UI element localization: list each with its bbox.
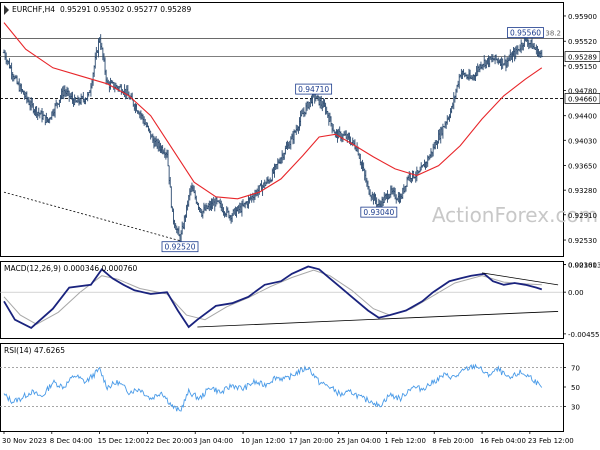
x-tick-label: 15 Dec 12:00	[98, 437, 145, 445]
x-tick-label: 16 Feb 04:00	[480, 437, 526, 445]
y-tick-label: 0.95900	[568, 13, 597, 21]
macd-signal-line	[3, 269, 542, 325]
x-tick-label: 30 Nov 2023	[2, 437, 47, 445]
annotation-label: 0.93040	[363, 208, 394, 217]
x-tick-label: 8 Dec 04:00	[50, 437, 93, 445]
price-panel: ActionForex.com 38.2 0.95560 0.94710 0.93040…	[0, 5, 600, 270]
y-tick-label: -0.00455	[568, 331, 599, 339]
price-annotation: 0.94710	[295, 83, 333, 95]
y-tick-label: 0.94400	[568, 113, 597, 121]
x-tick-label: 3 Jan 04:00	[193, 437, 233, 445]
y-tick-label: 0.92160	[568, 262, 597, 270]
macd-title: MACD(12,26,9) 0.000346 0.000760	[4, 264, 138, 273]
y-tick-label: 0.94030	[568, 137, 597, 145]
x-tick-label: 25 Jan 04:00	[337, 437, 381, 445]
chart-header: EURCHF,H4 0.95291 0.95302 0.95277 0.95289	[4, 5, 191, 15]
y-tick-label: 0.93650	[568, 163, 597, 171]
x-tick-label: 10 Jan 12:00	[241, 437, 285, 445]
rsi-panel-frame	[0, 343, 564, 432]
price-badge: 0.95289	[564, 51, 600, 62]
rsi-line	[3, 363, 543, 412]
moving-average-line	[3, 22, 543, 200]
macd-trend-line	[197, 311, 559, 328]
y-tick-label: 70	[571, 364, 580, 372]
header-symbol: EURCHF,H4	[12, 5, 55, 14]
x-tick-label: 1 Feb 12:00	[384, 437, 425, 445]
svg-text:0.94660: 0.94660	[568, 95, 597, 103]
annotation-label: 0.95560	[510, 29, 541, 38]
play-arrow-icon	[4, 5, 9, 15]
x-tick-label: 17 Jan 20:00	[289, 437, 333, 445]
price-trend-line	[3, 191, 181, 242]
macd-panel-frame	[0, 261, 564, 339]
price-bar	[540, 49, 543, 58]
rsi-title: RSI(14) 47.6265	[4, 346, 65, 355]
price-annotation: 0.93040	[360, 206, 398, 218]
x-tick-label: 8 Feb 20:00	[432, 437, 473, 445]
x-tick-label: 23 Feb 12:00	[528, 437, 574, 445]
x-axis: 30 Nov 2023 8 Dec 04:00 15 Dec 12:00 22 Dec…	[2, 431, 574, 445]
y-tick-label: 0.95520	[568, 38, 597, 46]
y-tick-label: 0.00	[568, 289, 584, 297]
price-annotation: 0.95560	[507, 27, 544, 38]
y-tick-label: 0.92910	[568, 212, 597, 220]
y-tick-label: 50	[571, 384, 580, 392]
rsi-panel: RSI(14) 47.6265 70 50 30	[0, 346, 580, 412]
price-annotation: 0.92520	[161, 241, 199, 253]
price-badge: 0.94660	[564, 93, 600, 104]
y-tick-label: 0.92530	[568, 237, 597, 245]
macd-line	[3, 265, 543, 329]
y-tick-label: 0.003013	[568, 262, 600, 270]
y-tick-label: 30	[571, 404, 580, 412]
header-ohlc: 0.95291 0.95302 0.95277 0.95289	[60, 5, 191, 14]
macd-trend-line	[481, 272, 559, 286]
x-tick-label: 22 Dec 20:00	[145, 437, 192, 445]
macd-panel: MACD(12,26,9) 0.000346 0.000760 0.0030130…	[0, 262, 600, 339]
watermark-text: ActionForex.com	[432, 203, 598, 227]
price-panel-frame	[0, 2, 564, 257]
y-tick-label: 0.95150	[568, 63, 597, 71]
annotation-label: 0.94710	[298, 85, 329, 94]
y-tick-label: 0.94780	[568, 87, 597, 95]
y-tick-label: 0.93280	[568, 187, 597, 195]
annotation-label: 0.92520	[164, 243, 195, 252]
fib-label: 38.2	[545, 30, 561, 38]
svg-text:0.95289: 0.95289	[568, 54, 597, 62]
